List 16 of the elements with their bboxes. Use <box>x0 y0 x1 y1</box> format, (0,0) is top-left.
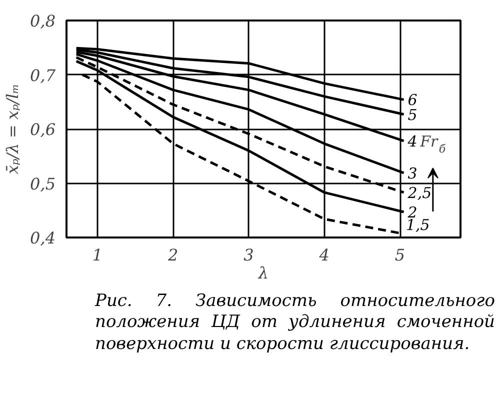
y-tick-label: 0,8 <box>30 12 56 30</box>
y-tick-label: 0,4 <box>30 228 56 248</box>
x-tick-label: 4 <box>318 246 330 264</box>
text: Рис. 7. Зависимость относительного положения ЦД от удлинения смоченной поверхности и скорости глиссирования. <box>95 291 495 355</box>
y-tick-label: 0,7 <box>30 66 56 85</box>
y-tick-label: 0,5 <box>30 174 56 194</box>
x-axis-title: λ <box>257 264 269 282</box>
series-label: 2,5 <box>406 184 432 202</box>
legend-label: 3 <box>408 164 418 182</box>
x-tick-label: 3 <box>244 246 254 264</box>
x-tick-label: 5 <box>394 246 406 264</box>
series-label: 4 <box>406 132 418 150</box>
x-tick-label: 1 <box>92 246 103 264</box>
y-tick-label: 0,6 <box>30 120 56 139</box>
x-tick-label: 2 <box>167 246 178 264</box>
y-axis-title: x̄ₚ/λ = xₚ/lₘ <box>3 84 22 174</box>
